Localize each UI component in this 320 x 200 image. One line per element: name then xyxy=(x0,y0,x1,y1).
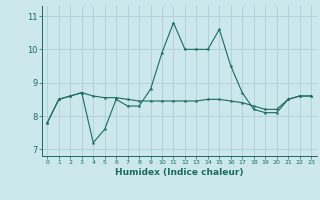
X-axis label: Humidex (Indice chaleur): Humidex (Indice chaleur) xyxy=(115,168,244,177)
